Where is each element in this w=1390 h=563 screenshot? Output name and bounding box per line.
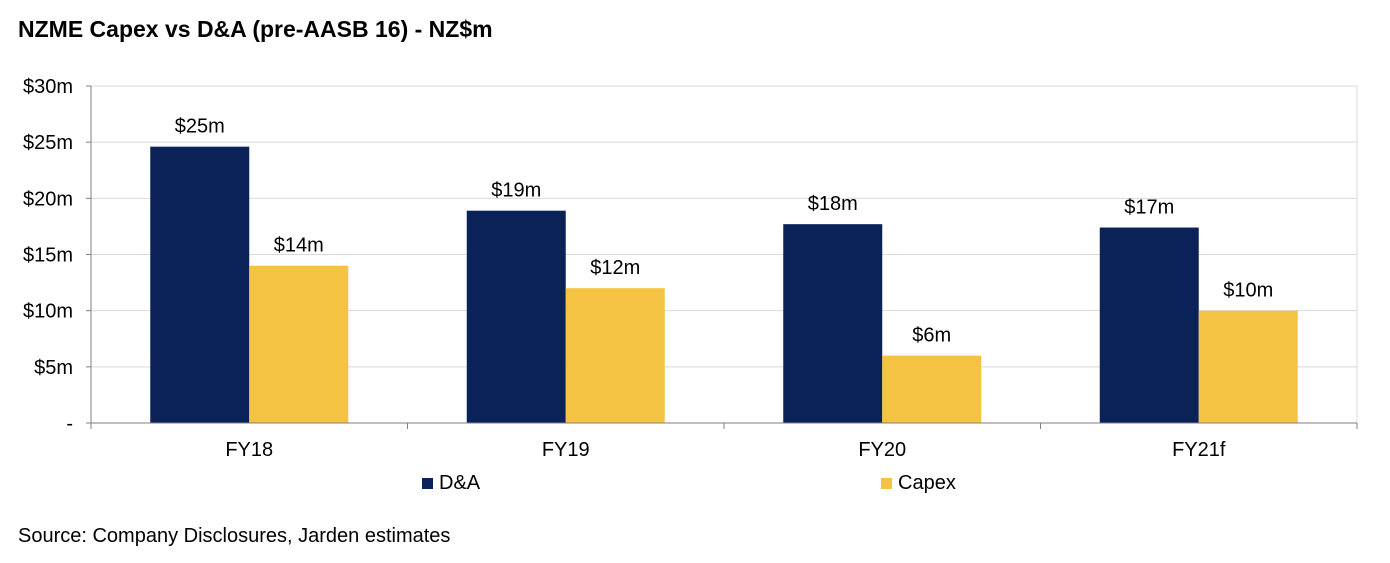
y-tick-label: $15m: [23, 245, 73, 267]
data-label: $17m: [1124, 197, 1174, 219]
bar-chart: - $5m $10m $15m $20m $25m $30m $25m $14m FY18 $19m…: [23, 76, 1358, 461]
legend-item-da: D&A: [422, 472, 480, 495]
x-tick-label: FY19: [542, 439, 590, 461]
bar-da: [1099, 227, 1199, 423]
data-label: $14m: [274, 235, 324, 257]
source-note: Source: Company Disclosures, Jarden esti…: [18, 525, 451, 547]
x-tick-label: FY21f: [1172, 439, 1226, 461]
bar-da: [150, 146, 250, 423]
legend-item-capex: Capex: [881, 472, 956, 495]
data-label: $12m: [590, 257, 640, 279]
bar-capex: [565, 288, 665, 423]
bar-da: [466, 210, 566, 423]
bars: [150, 146, 1298, 423]
bar-capex: [882, 355, 982, 423]
y-tick-label: $5m: [34, 357, 73, 379]
bar-da: [783, 224, 883, 423]
x-tick-label: FY18: [225, 439, 273, 461]
data-label: $10m: [1223, 280, 1273, 302]
data-label: $25m: [175, 116, 225, 138]
legend-swatch-capex: [881, 478, 892, 489]
labels: - $5m $10m $15m $20m $25m $30m $25m $14m FY18 $19m…: [23, 76, 1273, 461]
data-label: $19m: [491, 180, 541, 202]
y-tick-label: $30m: [23, 76, 73, 98]
chart-title: NZME Capex vs D&A (pre-AASB 16) - NZ$m: [18, 16, 493, 42]
bar-capex: [249, 265, 349, 423]
x-tick-label: FY20: [858, 439, 906, 461]
legend-label-capex: Capex: [898, 472, 956, 494]
legend-label-da: D&A: [439, 472, 481, 494]
y-tick-label: -: [66, 413, 73, 435]
data-label: $18m: [808, 193, 858, 215]
y-tick-label: $20m: [23, 188, 73, 210]
axes: [86, 85, 1358, 429]
data-label: $6m: [912, 325, 951, 347]
y-tick-label: $10m: [23, 301, 73, 323]
y-tick-label: $25m: [23, 132, 73, 154]
legend-swatch-da: [422, 478, 433, 489]
bar-capex: [1198, 310, 1298, 423]
